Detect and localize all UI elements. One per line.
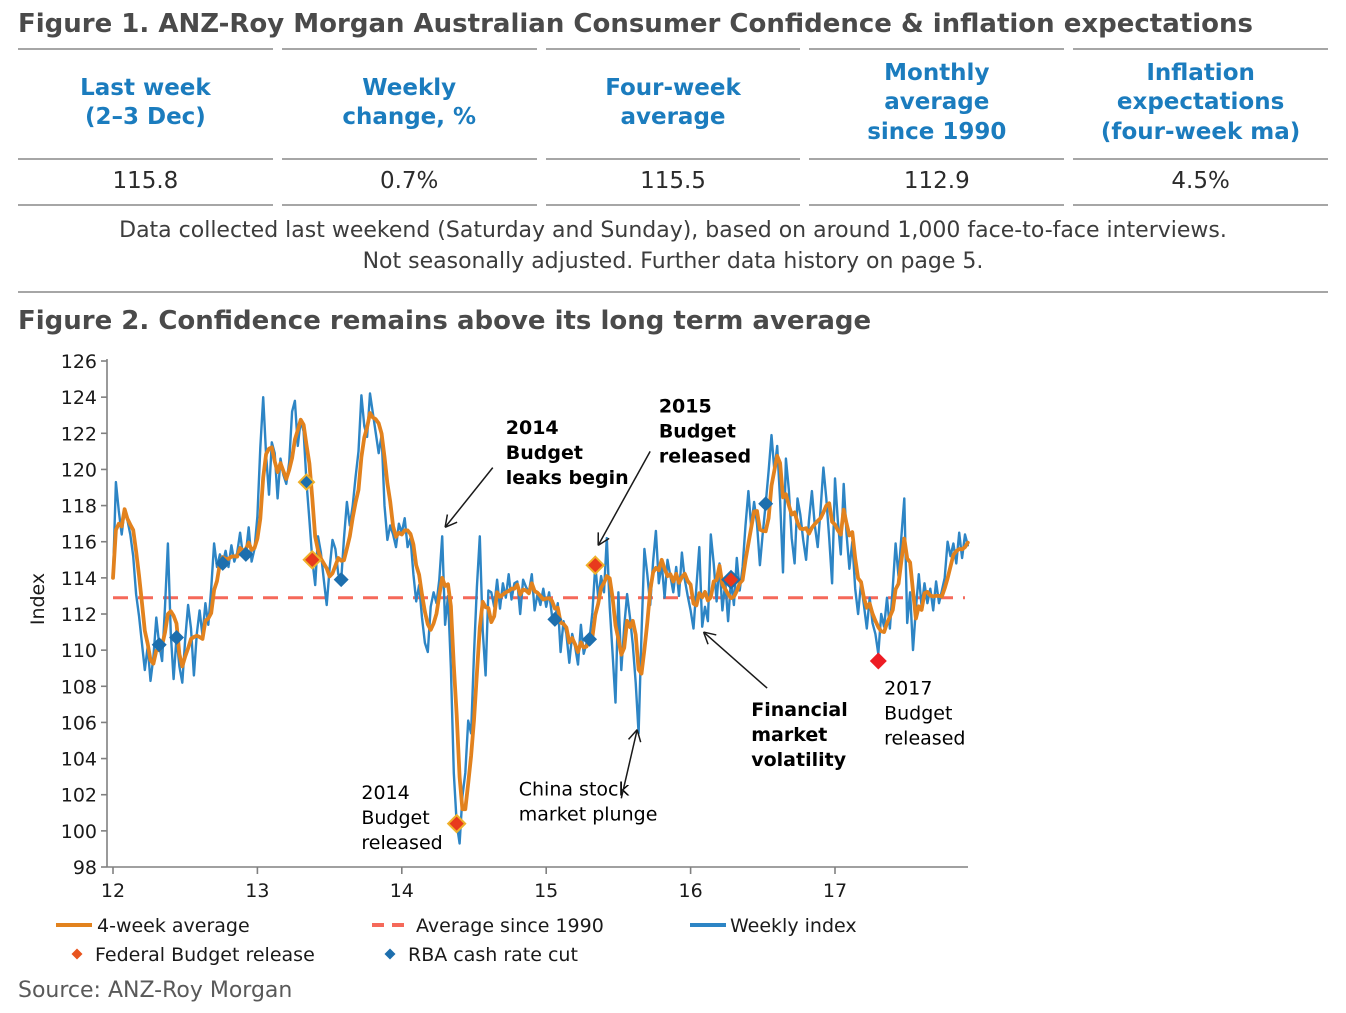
note-line-2: Not seasonally adjusted. Further data hi… <box>18 246 1328 277</box>
legend-item-rba-cash-rate-cut: RBA cash rate cut <box>385 944 578 966</box>
y-tick-label: 116 <box>61 531 97 553</box>
annotation-budget-2017-released: 2017 Budget released <box>884 677 965 749</box>
summary-table-values-row: 115.8 0.7% 115.5 112.9 4.5% <box>18 160 1328 206</box>
legend-label-rba-cash-rate-cut: RBA cash rate cut <box>408 944 578 966</box>
col-header-last-week: Last week (2–3 Dec) <box>18 48 273 160</box>
data-collection-note: Data collected last weekend (Saturday an… <box>18 215 1328 277</box>
annotation-text-line: Budget <box>659 420 736 442</box>
y-tick-label: 100 <box>61 820 97 842</box>
y-tick-label: 112 <box>61 604 97 626</box>
annotation-arrow-shaft <box>704 632 768 688</box>
y-tick-label: 102 <box>61 784 97 806</box>
legend-item-weekly-index: Weekly index <box>690 915 857 937</box>
annotation-text-line: 2014 <box>506 417 559 439</box>
annotation-arrow-shaft <box>598 451 650 545</box>
annotation-text-line: market plunge <box>519 803 658 825</box>
x-axis: 12 13 14 15 16 17 <box>101 867 968 902</box>
y-tick-label: 118 <box>61 495 97 517</box>
x-tick-label: 15 <box>534 880 558 902</box>
legend-item-federal-budget-release: Federal Budget release <box>72 944 315 966</box>
y-tick-label: 98 <box>73 857 97 879</box>
rba-cash-rate-cut-swatch <box>385 948 396 959</box>
y-tick-label: 106 <box>61 712 97 734</box>
annotation-text-line: 2014 <box>361 782 409 804</box>
federal-budget-release-swatch <box>72 948 83 959</box>
y-tick-label: 114 <box>61 567 97 589</box>
y-tick-label: 124 <box>61 387 97 409</box>
rba-cash-rate-cut-marker <box>582 631 597 646</box>
legend-item-four-week-average: 4-week average <box>56 915 250 937</box>
confidence-chart-svg: 98 100 102 104 106 108 110 112 114 116 118 120 122 12… <box>0 337 1346 1013</box>
annotation-china-stock-market-plunge: China stock market plunge <box>519 729 658 825</box>
annotation-text-line: released <box>884 727 965 749</box>
value-weekly-change: 0.7% <box>282 160 537 206</box>
annotation-text-line: 2015 <box>659 395 712 417</box>
legend-item-average-since-1990: Average since 1990 <box>372 915 604 937</box>
annotation-text-line: volatility <box>751 749 846 771</box>
federal-budget-release-marker <box>587 556 604 573</box>
annotation-budget-leaks-2014: 2014 Budget leaks begin <box>445 417 629 527</box>
note-line-1: Data collected last weekend (Saturday an… <box>18 215 1328 246</box>
figure1-title: Figure 1. ANZ-Roy Morgan Australian Cons… <box>18 10 1328 40</box>
annotation-financial-market-volatility: Financial market volatility <box>704 632 848 771</box>
col-header-inflation-expectations: Inflation expectations (four-week ma) <box>1073 48 1328 160</box>
summary-table: Last week (2–3 Dec) Weekly change, % Fou… <box>9 48 1337 206</box>
section-divider <box>18 291 1328 293</box>
federal-budget-release-marker <box>870 652 887 669</box>
summary-table-header-row: Last week (2–3 Dec) Weekly change, % Fou… <box>18 48 1328 160</box>
col-header-weekly-change: Weekly change, % <box>282 48 537 160</box>
annotation-text-line: released <box>659 445 751 467</box>
annotation-text-line: Financial <box>751 699 847 721</box>
legend-label-average-since-1990: Average since 1990 <box>416 915 604 937</box>
value-four-week-average: 115.5 <box>546 160 801 206</box>
annotation-text-line: Budget <box>884 702 952 724</box>
annotation-text-line: released <box>361 832 442 854</box>
value-monthly-average: 112.9 <box>809 160 1064 206</box>
annotation-budget-2014-released: 2014 Budget released <box>361 782 442 854</box>
annotation-text-line: Budget <box>506 442 583 464</box>
legend-label-weekly-index: Weekly index <box>730 915 857 937</box>
y-tick-label: 108 <box>61 676 97 698</box>
x-tick-label: 17 <box>823 880 847 902</box>
col-header-monthly-average: Monthly average since 1990 <box>809 48 1064 160</box>
col-header-four-week-average: Four-week average <box>546 48 801 160</box>
value-last-week: 115.8 <box>18 160 273 206</box>
chart-legend: 4-week average Average since 1990 Weekly… <box>56 915 857 966</box>
figure2-title: Figure 2. Confidence remains above its l… <box>18 307 1328 337</box>
value-inflation-expectations: 4.5% <box>1073 160 1328 206</box>
legend-label-four-week-average: 4-week average <box>97 915 250 937</box>
annotation-arrow-shaft <box>445 467 493 527</box>
rba-cash-rate-cut-markers <box>152 474 773 652</box>
rba-cash-rate-cut-marker <box>334 572 349 587</box>
y-tick-label: 110 <box>61 640 97 662</box>
annotation-text-line: Budget <box>361 807 429 829</box>
legend-label-federal-budget-release: Federal Budget release <box>95 944 315 966</box>
annotation-text-line: market <box>751 724 827 746</box>
y-axis: 98 100 102 104 106 108 110 112 114 116 118 120 122 12… <box>61 351 107 879</box>
x-tick-label: 13 <box>245 880 269 902</box>
x-tick-label: 12 <box>101 880 125 902</box>
x-tick-label: 16 <box>679 880 703 902</box>
y-tick-label: 120 <box>61 459 97 481</box>
y-axis-title: Index <box>27 572 49 624</box>
annotation-text-line: leaks begin <box>506 467 629 489</box>
confidence-chart: 98 100 102 104 106 108 110 112 114 116 118 120 122 12… <box>0 337 1346 1013</box>
y-tick-label: 122 <box>61 423 97 445</box>
annotation-text-line: China stock <box>519 778 630 800</box>
y-tick-label: 104 <box>61 748 97 770</box>
source-text: Source: ANZ-Roy Morgan <box>18 978 292 1003</box>
y-tick-label: 126 <box>61 351 97 373</box>
x-tick-label: 14 <box>390 880 414 902</box>
federal-budget-release-marker <box>448 815 465 832</box>
annotation-text-line: 2017 <box>884 677 932 699</box>
